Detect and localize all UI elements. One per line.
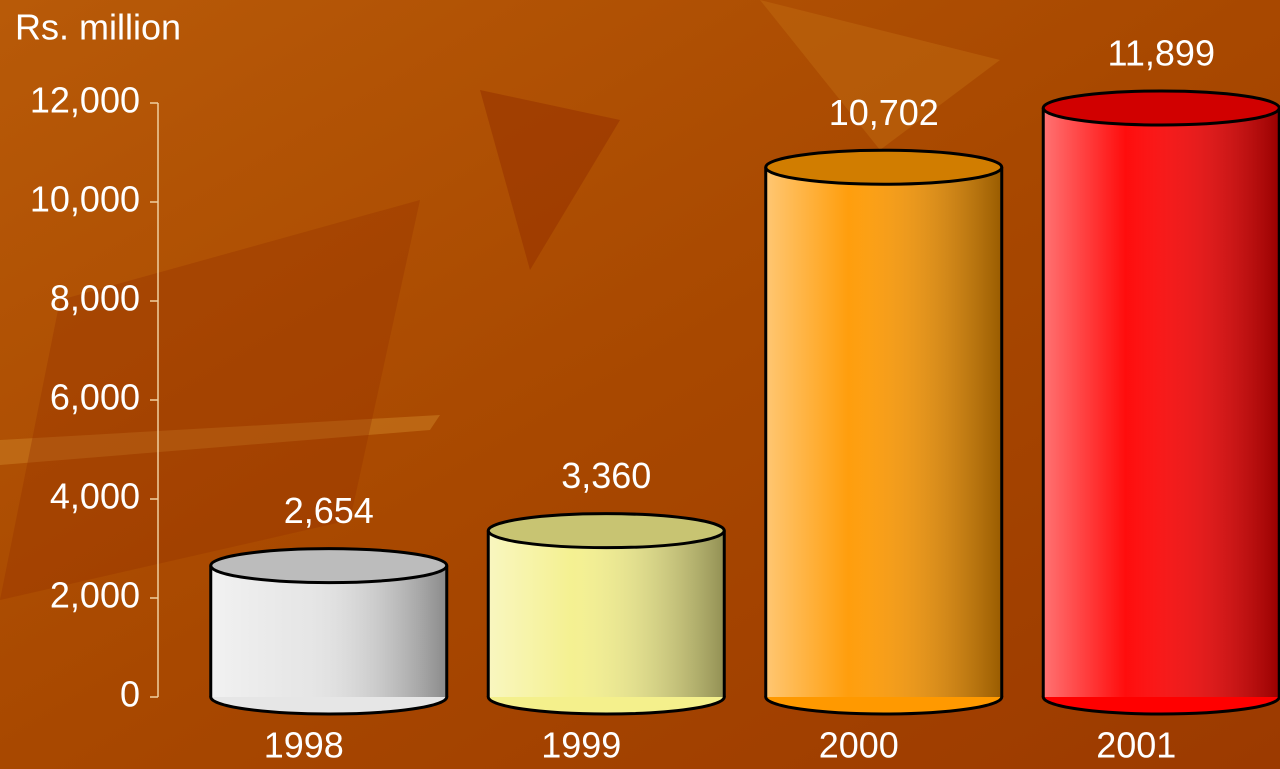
value-label: 10,702 (829, 92, 939, 133)
bar-shade (1043, 108, 1279, 697)
y-tick-label: 2,000 (50, 575, 140, 616)
x-tick-label: 1999 (541, 725, 621, 766)
value-label: 11,899 (1108, 33, 1215, 74)
y-tick-label: 4,000 (50, 476, 140, 517)
bar-shade (766, 167, 1002, 697)
x-tick-label: 1998 (264, 725, 344, 766)
value-label: 2,654 (284, 490, 374, 531)
bar-top-shade (766, 150, 1002, 184)
axis-title: Rs. million (15, 7, 181, 48)
y-tick-label: 6,000 (50, 377, 140, 418)
x-tick-label: 2000 (819, 725, 899, 766)
bar-top-shade (211, 549, 447, 583)
x-tick-label: 2001 (1096, 725, 1176, 766)
y-tick-label: 12,000 (30, 80, 140, 121)
y-tick-label: 0 (120, 674, 140, 715)
chart: Rs. million 0 2,000 4,000 6,000 8,000 10,000 1… (0, 0, 1280, 769)
bar-shade (211, 566, 447, 697)
y-tick-label: 10,000 (30, 179, 140, 220)
value-label: 3,360 (561, 455, 651, 496)
y-tick-label: 8,000 (50, 278, 140, 319)
bar-top-shade (488, 514, 724, 548)
bar-shade (488, 531, 724, 697)
bar-top-shade (1043, 91, 1279, 125)
